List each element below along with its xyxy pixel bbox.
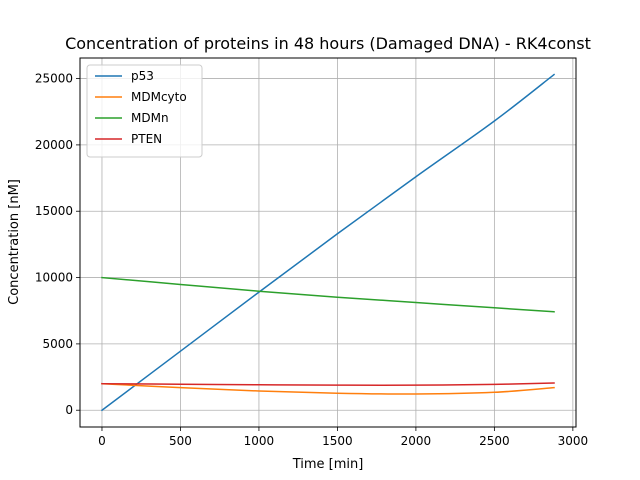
x-tick-label: 3000 [558,434,589,448]
legend-box [86,64,203,158]
grid-lines [80,58,576,427]
legend: p53 MDMcyto MDMn PTEN [86,64,203,158]
series-lines [100,73,556,412]
legend-label-p53: p53 [131,69,154,83]
legend-label-mdmcyto: MDMcyto [131,90,187,104]
series-line-p53 [100,73,556,412]
legend-label-pten: PTEN [131,132,162,146]
y-tick-label: 10000 [35,271,73,285]
series-line-mdmn [101,276,555,313]
y-tick-label: 25000 [35,72,73,86]
chart-title: Concentration of proteins in 48 hours (D… [65,34,591,53]
y-tick-label: 5000 [42,337,73,351]
legend-label-mdmn: MDMn [131,111,169,125]
plot-frame [79,57,577,428]
y-tick-label: 20000 [35,138,73,152]
x-tick-label: 1500 [322,434,353,448]
x-tick-label: 2500 [479,434,510,448]
series-line-mdmcyto [101,382,555,395]
y-axis-label: Concentration [nM] [7,179,22,305]
y-tick-label: 15000 [35,204,73,218]
x-tick-label: 1000 [244,434,275,448]
x-axis-label: Time [min] [292,457,364,472]
x-tick-label: 0 [98,434,106,448]
x-tick-label: 2000 [401,434,432,448]
y-tick-label: 0 [65,403,73,417]
axis-ticks: 0 500 1000 1500 2000 2500 3000 0 5000 10000 15000 2… [35,72,588,448]
series-line-pten [101,382,555,386]
x-tick-label: 500 [169,434,192,448]
